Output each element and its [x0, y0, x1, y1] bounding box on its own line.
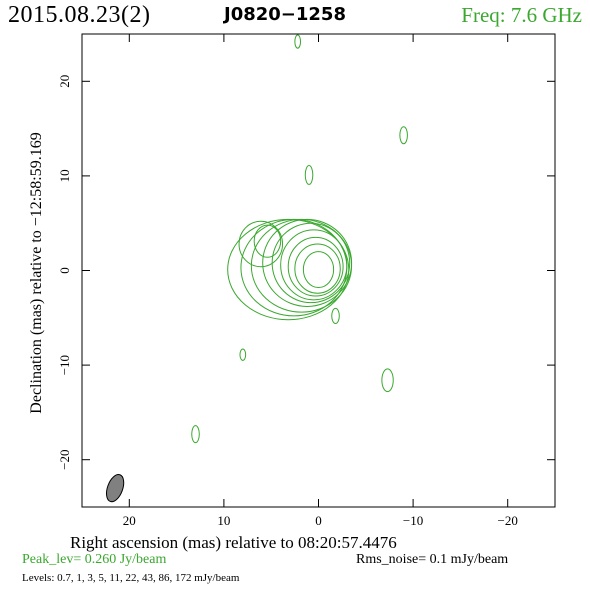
contour-line — [271, 222, 351, 304]
x-tick-label: 10 — [217, 513, 230, 528]
x-axis-label: Right ascension (mas) relative to 08:20:… — [70, 533, 397, 552]
source-name: J0820−1258 — [224, 4, 346, 25]
contour-line — [238, 220, 284, 268]
plot-frame — [81, 33, 556, 508]
contour-line — [399, 126, 408, 145]
contour-line — [304, 164, 314, 185]
x-tick-label: 20 — [123, 513, 136, 528]
contour-line — [239, 348, 247, 361]
beam-ellipse — [106, 473, 125, 503]
x-tick-label: 0 — [315, 513, 322, 528]
contour-line — [331, 307, 340, 324]
y-axis-label: Declination (mas) relative to −12:58:59.… — [28, 132, 45, 414]
y-tick-label: −20 — [57, 450, 72, 470]
axis-tick-labels: 20 10 0 −10 −20 20 10 0 −10 −20 — [57, 75, 518, 528]
contour-line — [381, 368, 394, 393]
contour-line — [294, 243, 341, 294]
beam-shape — [106, 473, 125, 503]
frequency-label: Freq: 7.6 GHz — [461, 3, 582, 27]
contour-line — [227, 218, 350, 321]
contour-line — [253, 224, 282, 258]
x-tick-label: −20 — [498, 513, 518, 528]
contour-line — [302, 251, 335, 289]
x-tick-label: −10 — [403, 513, 423, 528]
contour-line — [287, 236, 344, 297]
axis-ticks — [82, 34, 555, 507]
y-tick-label: 0 — [57, 267, 72, 274]
contour-lines — [191, 34, 408, 444]
y-tick-label: 10 — [57, 169, 72, 182]
contour-line — [191, 425, 200, 444]
y-tick-label: −10 — [57, 355, 72, 375]
contour-line — [294, 34, 302, 49]
observation-date: 2015.08.23(2) — [8, 2, 151, 28]
rms-label: Rms_noise= — [356, 552, 427, 567]
peak-label: Peak_lev= — [22, 552, 82, 567]
contour-levels: Levels: 0.7, 1, 3, 5, 11, 22, 43, 86, 17… — [22, 572, 240, 584]
peak-value: 0.260 Jy/beam — [84, 552, 167, 567]
y-tick-label: 20 — [57, 75, 72, 88]
rms-noise: Rms_noise= 0.1 mJy/beam — [356, 552, 508, 568]
peak-level: Peak_lev= 0.260 Jy/beam — [22, 552, 166, 568]
rms-value: 0.1 mJy/beam — [429, 552, 509, 567]
